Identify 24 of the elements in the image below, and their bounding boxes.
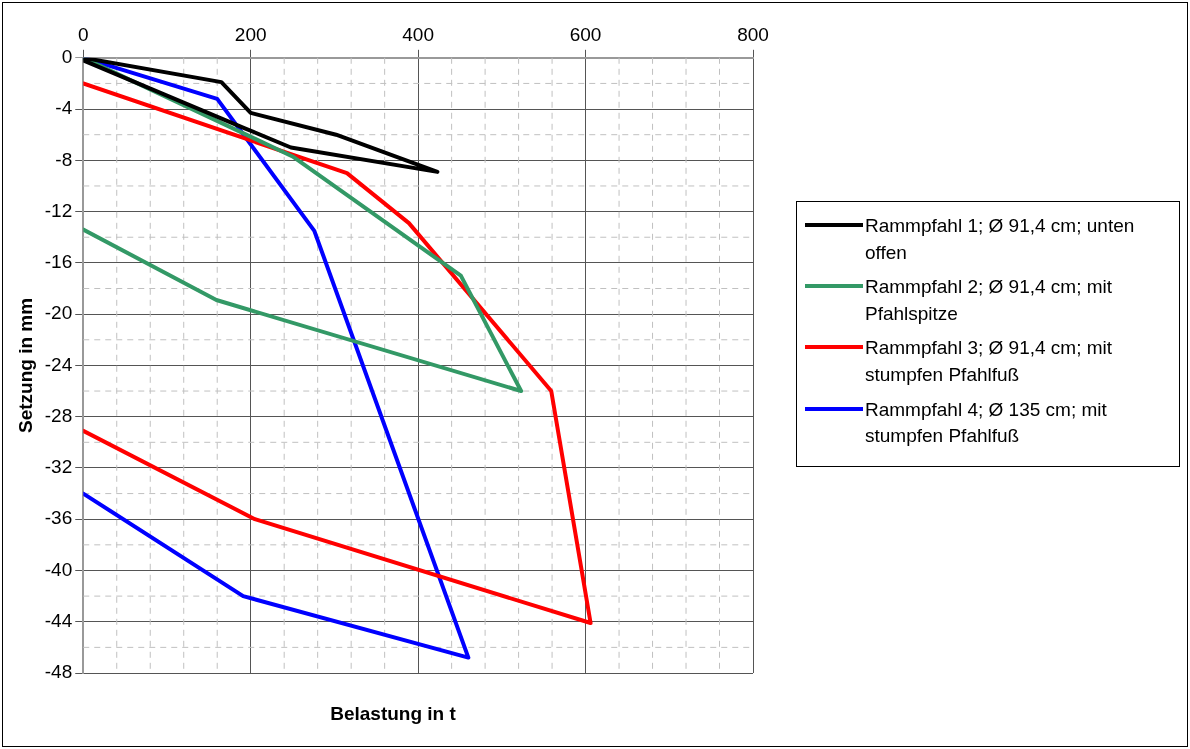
y-tick-label: -36 (44, 507, 73, 529)
legend-label: Rammpfahl 3; Ø 91,4 cm; mit stumpfen Pfahlfuß (865, 336, 1114, 387)
y-tick-label: -20 (44, 302, 73, 324)
x-tick-label: 200 (234, 23, 267, 45)
y-tick-label: -8 (55, 148, 73, 170)
x-tick-label: 800 (737, 23, 769, 45)
x-tick-label: 600 (569, 23, 602, 45)
x-axis-title: Belastung in t (329, 703, 457, 725)
y-tick-label: -4 (55, 97, 73, 119)
y-tick-label: -24 (44, 353, 73, 375)
legend-label: Rammpfahl 2; Ø 91,4 cm; mit Pfahlspitze (865, 275, 1114, 326)
x-tick-label: 0 (77, 23, 89, 45)
x-tick-label: 400 (402, 23, 434, 45)
y-tick-label: -40 (44, 558, 73, 580)
y-tick-label: 0 (61, 46, 73, 68)
y-tick-label: -48 (44, 661, 73, 683)
legend-label: Rammpfahl 1; Ø 91,4 cm; unten offen (865, 214, 1136, 265)
y-tick-label: -12 (44, 199, 73, 221)
y-tick-label: -28 (44, 404, 73, 426)
y-tick-label: -32 (44, 456, 73, 478)
y-tick-label: -16 (44, 251, 73, 273)
legend-label: Rammpfahl 4; Ø 135 cm; mit stumpfen Pfahlfuß (865, 397, 1108, 449)
y-tick-label: -44 (44, 609, 73, 631)
y-axis-title: Setzung in mm (14, 297, 36, 433)
